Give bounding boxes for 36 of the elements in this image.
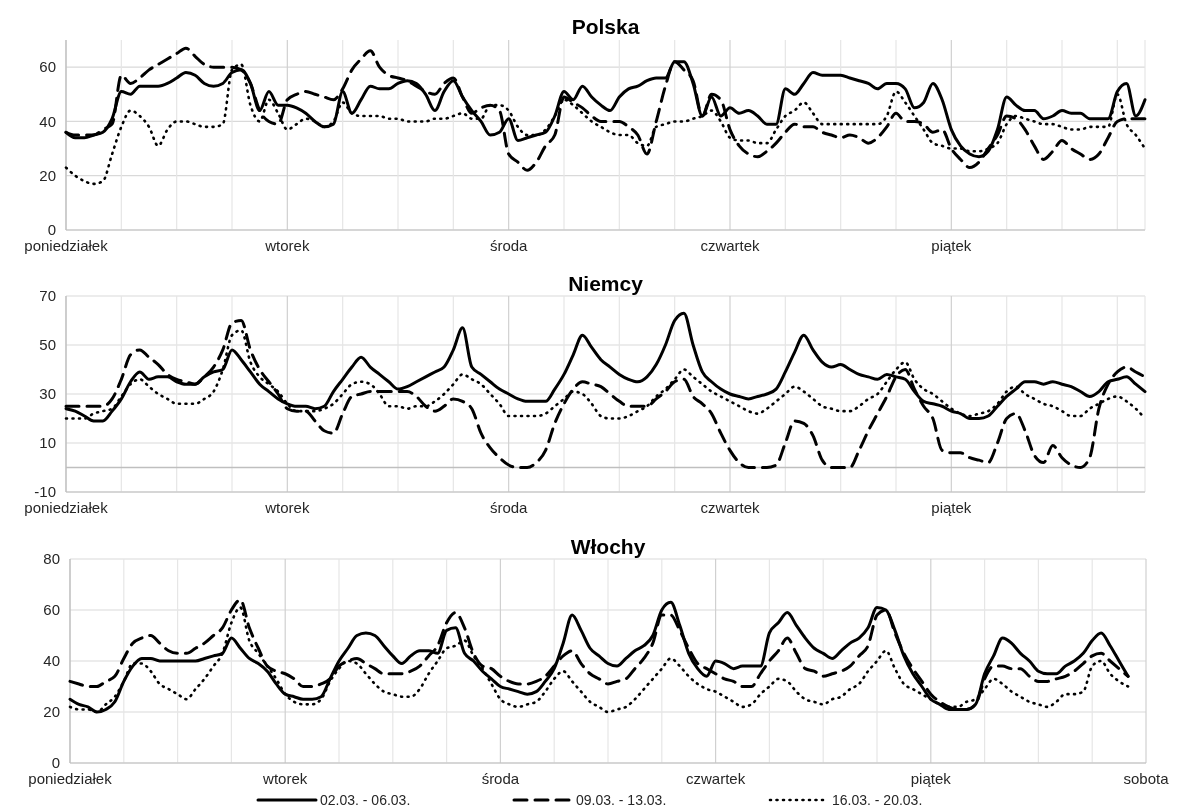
chart-title: Włochy [570,535,646,558]
x-tick-label: poniedziałek [24,499,109,516]
y-tick-label: 20 [39,166,56,184]
y-tick-label: -10 [34,483,56,501]
y-tick-label: 0 [51,754,60,772]
legend-label: 02.03. - 06.03. [320,791,411,808]
chart-title: Niemcy [568,272,644,295]
y-tick-label: 40 [43,652,60,670]
y-tick-label: 0 [47,221,56,239]
x-tick-label: wtorek [264,499,310,516]
y-tick-label: 10 [39,434,56,452]
y-tick-label: 20 [43,703,60,721]
x-tick-label: środa [489,499,529,516]
legend-label: 09.03. - 13.03. [576,791,667,808]
legend-label: 16.03. - 20.03. [832,791,923,808]
x-tick-label: poniedziałek [24,237,109,254]
x-tick-label: wtorek [264,237,310,254]
x-tick-label: poniedziałek [28,770,113,787]
y-tick-label: 40 [39,112,56,130]
x-tick-label: piątek [910,770,952,787]
x-tick-label: sobota [1123,770,1170,787]
y-tick-label: 30 [39,385,56,403]
x-tick-label: wtorek [262,770,308,787]
x-tick-label: środa [481,770,520,787]
x-tick-label: piątek [931,499,972,516]
x-tick-label: czwartek [700,499,761,516]
x-tick-label: piątek [931,237,972,254]
y-tick-label: 70 [39,287,56,305]
y-tick-label: 60 [39,58,56,76]
x-tick-label: środa [489,237,529,254]
x-tick-label: czwartek [686,770,746,787]
y-tick-label: 80 [43,550,60,568]
chart-title: Polska [571,15,640,38]
x-tick-label: czwartek [700,237,761,254]
y-tick-label: 50 [39,336,56,354]
y-tick-label: 60 [43,601,60,619]
